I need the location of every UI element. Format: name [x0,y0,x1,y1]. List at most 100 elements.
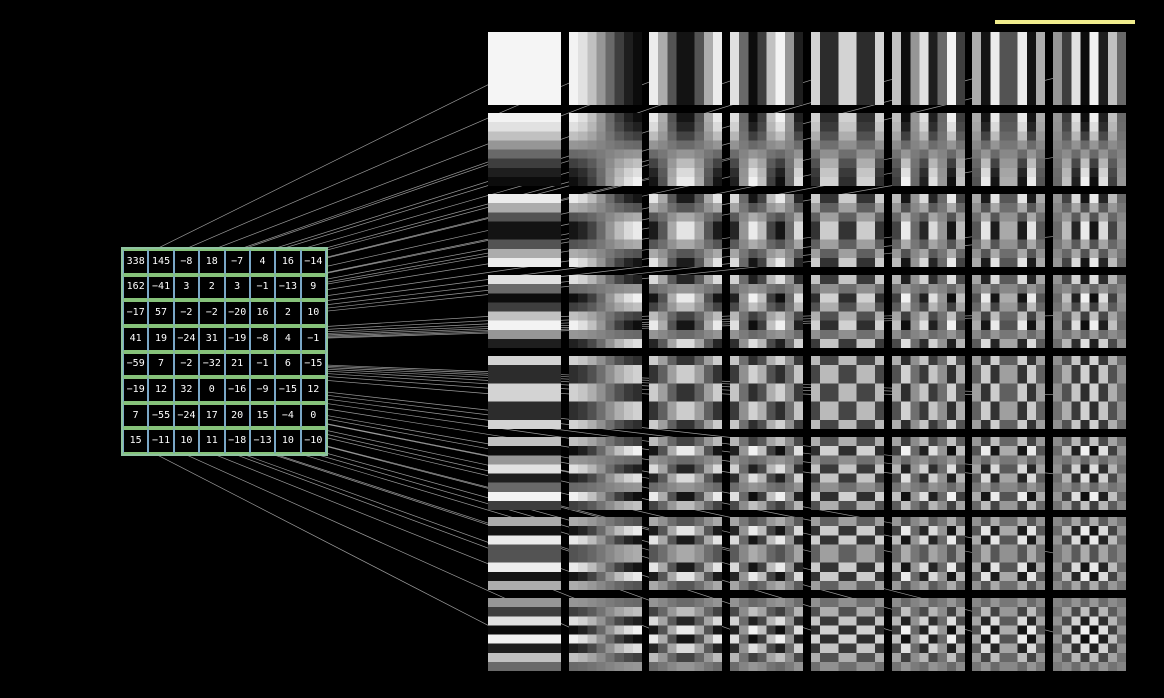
dct-basis-tile [891,274,965,348]
coefficient-cell: 16 [275,249,301,275]
scale-bar [995,20,1135,24]
dct-basis-tile [891,598,965,672]
coefficient-cell: −41 [148,274,174,301]
dct-basis-tile [1052,193,1126,267]
coefficient-cell: 18 [199,249,225,275]
coefficient-cell: −1 [300,325,326,352]
dct-basis-tile [730,355,804,429]
dct-basis-tile [810,112,884,186]
dct-basis-tile [810,517,884,591]
dct-basis-tile [972,193,1046,267]
dct-basis-tile [488,112,561,186]
dct-basis-tile [568,32,642,105]
coefficient-cell: 10 [173,428,200,454]
coefficient-cell: 31 [199,325,225,352]
coefficient-cell: 16 [249,300,276,326]
dct-basis-tile [972,32,1046,105]
coefficient-cell: −16 [224,377,250,403]
dct-basis-tile [972,598,1046,672]
coefficient-cell: 145 [148,249,174,275]
dct-basis-tile [972,355,1046,429]
coefficient-cell: 12 [148,377,174,403]
dct-basis-tile [649,32,723,105]
coefficient-cell: −32 [199,351,225,378]
coefficient-cell: 15 [249,402,276,429]
coefficient-cell: 9 [300,274,326,301]
coefficient-cell: −17 [123,300,149,326]
dct-basis-tile [730,274,804,348]
dct-basis-tile [649,436,723,510]
dct-basis-tile [1052,517,1126,591]
dct-basis-tile [488,436,561,510]
coefficient-cell: 7 [148,351,174,378]
dct-basis-tile [730,598,804,672]
dct-basis-tile [972,436,1046,510]
dct-basis-tile [488,193,561,267]
coefficient-cell: 10 [275,428,301,454]
coefficient-cell: −2 [173,351,200,378]
dct-basis-tile [568,112,642,186]
coefficient-cell: 21 [224,351,250,378]
coefficient-cell: 57 [148,300,174,326]
dct-basis-tile [568,274,642,348]
coefficient-cell: 2 [199,274,225,301]
dct-basis-tile [810,436,884,510]
coefficient-cell: 15 [123,428,149,454]
coefficient-cell: 6 [275,351,301,378]
dct-basis-tile [1052,355,1126,429]
coefficient-cell: −19 [224,325,250,352]
coefficient-cell: −2 [199,300,225,326]
coefficient-cell: 12 [300,377,326,403]
dct-basis-tile [730,193,804,267]
dct-basis-tile [568,598,642,672]
dct-basis-tile [972,112,1046,186]
coefficient-cell: 7 [123,402,149,429]
coefficient-cell: −8 [173,249,200,275]
dct-basis-tile [568,436,642,510]
dct-basis-tile [972,517,1046,591]
dct-basis-tile [891,32,965,105]
coefficient-cell: 10 [300,300,326,326]
dct-basis-tile [1052,32,1126,105]
dct-basis-tile [1052,436,1126,510]
coefficient-cell: −18 [224,428,250,454]
coefficient-cell: 32 [173,377,200,403]
dct-basis-tile [810,32,884,105]
dct-basis-tile [488,598,561,672]
dct-basis-tile [649,355,723,429]
dct-basis-tile [810,274,884,348]
coefficient-cell: −1 [249,351,276,378]
dct-basis-tile [891,517,965,591]
coefficient-cell: 11 [199,428,225,454]
dct-basis-tile [568,193,642,267]
dct-basis-tile [649,193,723,267]
coefficient-cell: 4 [249,249,276,275]
coefficient-cell: 2 [275,300,301,326]
dct-basis-tile [649,517,723,591]
coefficient-cell: 0 [300,402,326,429]
coefficient-cell: 17 [199,402,225,429]
coefficient-cell: −19 [123,377,149,403]
coefficient-cell: −24 [173,402,200,429]
coefficient-cell: −24 [173,325,200,352]
coefficient-cell: 19 [148,325,174,352]
coefficient-cell: −2 [173,300,200,326]
dct-basis-tile [730,517,804,591]
coefficient-cell: −59 [123,351,149,378]
dct-basis-tile [488,517,561,591]
dct-basis-tile [488,274,561,348]
coefficient-cell: 0 [199,377,225,403]
coefficient-cell: −14 [300,249,326,275]
coefficient-cell: 162 [123,274,149,301]
coefficient-cell: −13 [249,428,276,454]
coefficient-cell: −15 [275,377,301,403]
dct-basis-tile [972,274,1046,348]
dct-basis-tile [1052,274,1126,348]
coefficient-cell: −20 [224,300,250,326]
dct-basis-tile [568,517,642,591]
dct-basis-tile [891,112,965,186]
dct-basis-tile [810,193,884,267]
dct-basis-tile [1052,598,1126,672]
dct-basis-tile [810,598,884,672]
